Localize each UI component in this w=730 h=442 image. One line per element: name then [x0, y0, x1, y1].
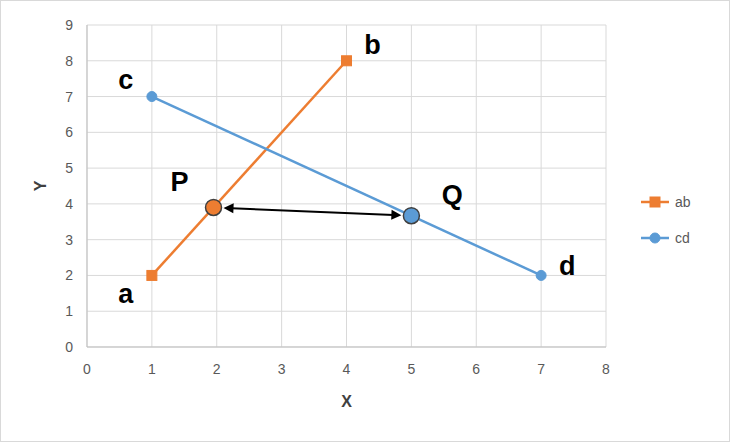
series-marker [147, 92, 157, 102]
plot-data [147, 56, 546, 281]
legend-label: cd [675, 230, 690, 246]
series-marker [342, 56, 352, 66]
point-label: a [118, 279, 134, 309]
x-grid-line [476, 25, 477, 347]
x-tick-label: 6 [472, 361, 480, 377]
x-tick-label: 0 [83, 361, 91, 377]
x-grid-line [216, 25, 217, 347]
x-grid-line [87, 25, 88, 347]
point-label: d [559, 251, 576, 281]
x-tick-label: 3 [278, 361, 286, 377]
x-axis-title: X [341, 393, 352, 410]
y-tick-label: 8 [65, 53, 73, 69]
y-axis-title: Y [32, 180, 49, 191]
x-axis-line [87, 347, 606, 348]
x-grid-line [541, 25, 542, 347]
annotation-point [206, 199, 222, 215]
x-grid-line [281, 25, 282, 347]
x-grid-line [151, 25, 152, 347]
y-tick-label: 6 [65, 124, 73, 140]
arrow-head [391, 210, 401, 220]
x-tick-label: 8 [602, 361, 610, 377]
y-tick-label: 2 [65, 267, 73, 283]
y-tick-label: 4 [65, 196, 73, 212]
annotation-point [403, 208, 419, 224]
x-grid-line [606, 25, 607, 347]
y-tick-label: 3 [65, 232, 73, 248]
x-tick-label: 4 [343, 361, 351, 377]
annotation-label: P [170, 167, 188, 197]
arrow-head [223, 203, 233, 213]
legend-marker [650, 197, 660, 207]
y-grid-line [87, 347, 606, 348]
y-tick-label: 1 [65, 303, 73, 319]
y-tick-label: 0 [65, 339, 73, 355]
y-tick-label: 7 [65, 89, 73, 105]
y-tick-label: 9 [65, 17, 73, 33]
point-label: c [118, 65, 133, 95]
x-tick-label: 5 [407, 361, 415, 377]
chart-frame [1, 1, 730, 442]
legend-label: ab [675, 194, 691, 210]
y-tick-label: 5 [65, 160, 73, 176]
arrow-shaft [231, 208, 393, 215]
series-marker [536, 270, 546, 280]
x-grid-line [411, 25, 412, 347]
y-axis-line [87, 25, 88, 347]
point-label: b [364, 30, 381, 60]
x-tick-label: 1 [148, 361, 156, 377]
series-line [152, 97, 541, 276]
x-tick-label: 7 [537, 361, 545, 377]
series-line [152, 61, 347, 276]
legend-marker [650, 233, 660, 243]
series-marker [147, 270, 157, 280]
annotation-label: Q [442, 180, 463, 210]
x-tick-label: 2 [213, 361, 221, 377]
